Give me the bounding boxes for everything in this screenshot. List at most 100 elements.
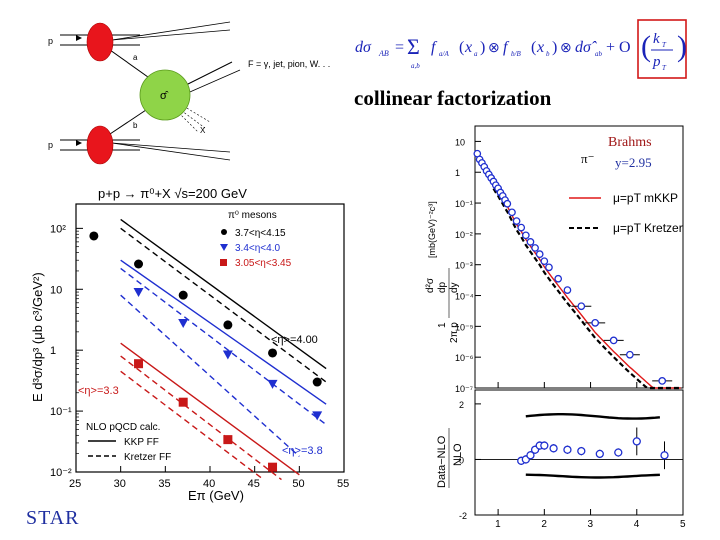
star-point-s1: [222, 350, 233, 360]
brahms-ratio-point: [660, 451, 669, 460]
brahms-y-tick-label: 10⁻³: [455, 261, 473, 271]
legend-marker-triangle: [220, 244, 228, 251]
star-x-tick-label: 25: [69, 478, 81, 490]
brahms-y-tick-label: 10⁻⁶: [455, 353, 474, 363]
brahms-ylabel-frac: 1: [437, 322, 448, 328]
annotation-eta-3-8: <η>=3.8: [282, 445, 323, 457]
brahms-curve-kretzer: [492, 188, 681, 390]
hard-process-blob: [139, 69, 191, 121]
star-point-s2: [178, 397, 188, 407]
formula-xa-sub: a: [474, 50, 478, 58]
brahms-ratio-point: [540, 441, 549, 450]
star-chart-title: p+p → π⁰+X √s=200 GeV: [98, 186, 247, 201]
star-plot-frame: [75, 203, 345, 473]
star-x-tick-label: 50: [292, 478, 304, 490]
formula-dsigma-hat: dσ̂: [575, 39, 597, 56]
legend-marker-circle: [221, 229, 227, 235]
brahms-ratio-point: [563, 445, 572, 454]
brahms-point: [517, 223, 526, 232]
formula-xa: x: [464, 39, 472, 56]
brahms-title: Brahms: [608, 135, 652, 150]
star-curve-4: [120, 294, 300, 457]
brahms-point: [658, 377, 667, 385]
brahms-ratio-tick-label: 0: [459, 455, 464, 465]
parton-a-label: a: [133, 53, 138, 62]
brahms-ratio-ylabel-num: Data−NLO: [436, 435, 448, 488]
star-legend-calc: NLO pQCD calc.: [86, 422, 160, 433]
legend-mkkp: μ=pT mKKP: [613, 191, 678, 205]
brahms-particle: π⁻: [581, 151, 594, 166]
star-curve-5: [120, 342, 300, 476]
star-y-tick-label: 10: [50, 284, 62, 296]
star-y-tick-label: 1: [50, 345, 56, 357]
svg-text:): ): [480, 39, 485, 56]
formula-lhs-sub: AB: [378, 49, 389, 58]
final-state-label: F = γ, jet, pion, W. . .: [248, 59, 330, 69]
svg-text:(: (: [641, 30, 651, 63]
star-curve-6: [120, 355, 282, 481]
brahms-point: [545, 263, 553, 272]
formula-otimes-1: ⊗: [488, 41, 500, 56]
star-y-tick-label: 10²: [50, 223, 66, 235]
star-point-s1: [267, 379, 278, 389]
formula-fa-sub: a/A: [439, 50, 449, 58]
proton-b-blob: [86, 125, 114, 165]
brahms-point: [526, 238, 535, 246]
star-y-axis-label: E d³σ/dp³ (μb c³/GeV²): [30, 272, 45, 402]
brahms-chart: 10 1 10⁻¹ 10⁻² 10⁻³ 10⁻⁴ 10⁻⁵ 10⁻⁶ 10⁻⁷ 1 2 3 4 5 2 0…: [425, 125, 686, 528]
star-point-s0: [223, 320, 233, 330]
brahms-x-tick-label: 4: [634, 519, 640, 528]
brahms-point: [554, 274, 563, 283]
brahms-x-tick-label: 1: [495, 519, 501, 528]
brahms-point: [521, 231, 530, 240]
brahms-ratio-band-lower: [525, 473, 660, 479]
formula-lhs: dσ: [355, 39, 372, 56]
brahms-point: [512, 217, 521, 225]
brahms-point: [577, 302, 586, 311]
star-x-axis-label: Eπ (GeV): [188, 488, 244, 503]
formula-dsigma-hat-sub: ab: [595, 50, 603, 58]
svg-text:): ): [677, 30, 687, 63]
star-label: STAR: [26, 507, 80, 529]
star-point-s1: [133, 288, 144, 298]
formula-kt: k: [653, 31, 660, 47]
star-x-tick-label: 55: [337, 478, 349, 490]
brahms-x-tick-label: 5: [680, 519, 686, 528]
svg-text:(: (: [531, 39, 536, 56]
brahms-ratio-point: [614, 448, 623, 457]
brahms-rapidity: y=2.95: [615, 155, 652, 170]
brahms-main-frame: [474, 125, 684, 389]
star-curve-3: [120, 267, 327, 426]
brahms-ratio-point: [632, 437, 641, 446]
star-y-tick-label: 10⁻²: [50, 467, 72, 479]
beam-b-label: p: [48, 140, 53, 150]
factorization-formula: dσ AB = Σ a,b f a/A ( x a ) ⊗ f b/B ( x …: [355, 19, 687, 79]
star-x-tick-label: 35: [158, 478, 170, 490]
star-point-s2: [134, 359, 144, 369]
star-point-s2: [268, 462, 278, 472]
star-curve-0: [120, 218, 327, 370]
formula-equals: =: [395, 39, 404, 56]
formula-otimes-2: ⊗: [560, 41, 572, 56]
star-curve-1: [120, 227, 327, 383]
star-legend-title: π⁰ mesons: [228, 210, 277, 221]
factorization-diagram: p p a b σ̂ F = γ, jet, pion, W. . . X: [48, 21, 330, 165]
brahms-y-tick-label: 10: [455, 137, 465, 147]
caption: collinear factorization: [354, 86, 552, 110]
star-curve-2: [120, 259, 327, 405]
brahms-x-tick-label: 2: [541, 519, 547, 528]
brahms-ylabel-dpt: dp: [437, 281, 448, 293]
star-point-s0: [312, 377, 322, 387]
formula-fb-sub: b/B: [511, 50, 521, 58]
beam-a-label: p: [48, 36, 53, 46]
brahms-y-tick-label: 10⁻⁷: [455, 384, 473, 394]
brahms-point: [535, 250, 544, 259]
star-point-s0: [89, 231, 99, 241]
brahms-y-tick-label: 1: [455, 168, 460, 178]
star-x-tick-label: 40: [203, 478, 215, 490]
star-y-tick-label: 10⁻¹: [50, 406, 72, 418]
formula-xb-sub: b: [546, 50, 550, 58]
brahms-y-tick-label: 10⁻⁴: [455, 292, 474, 302]
brahms-ratio-ylabel-den: NLO: [452, 443, 464, 466]
brahms-point: [563, 286, 572, 294]
